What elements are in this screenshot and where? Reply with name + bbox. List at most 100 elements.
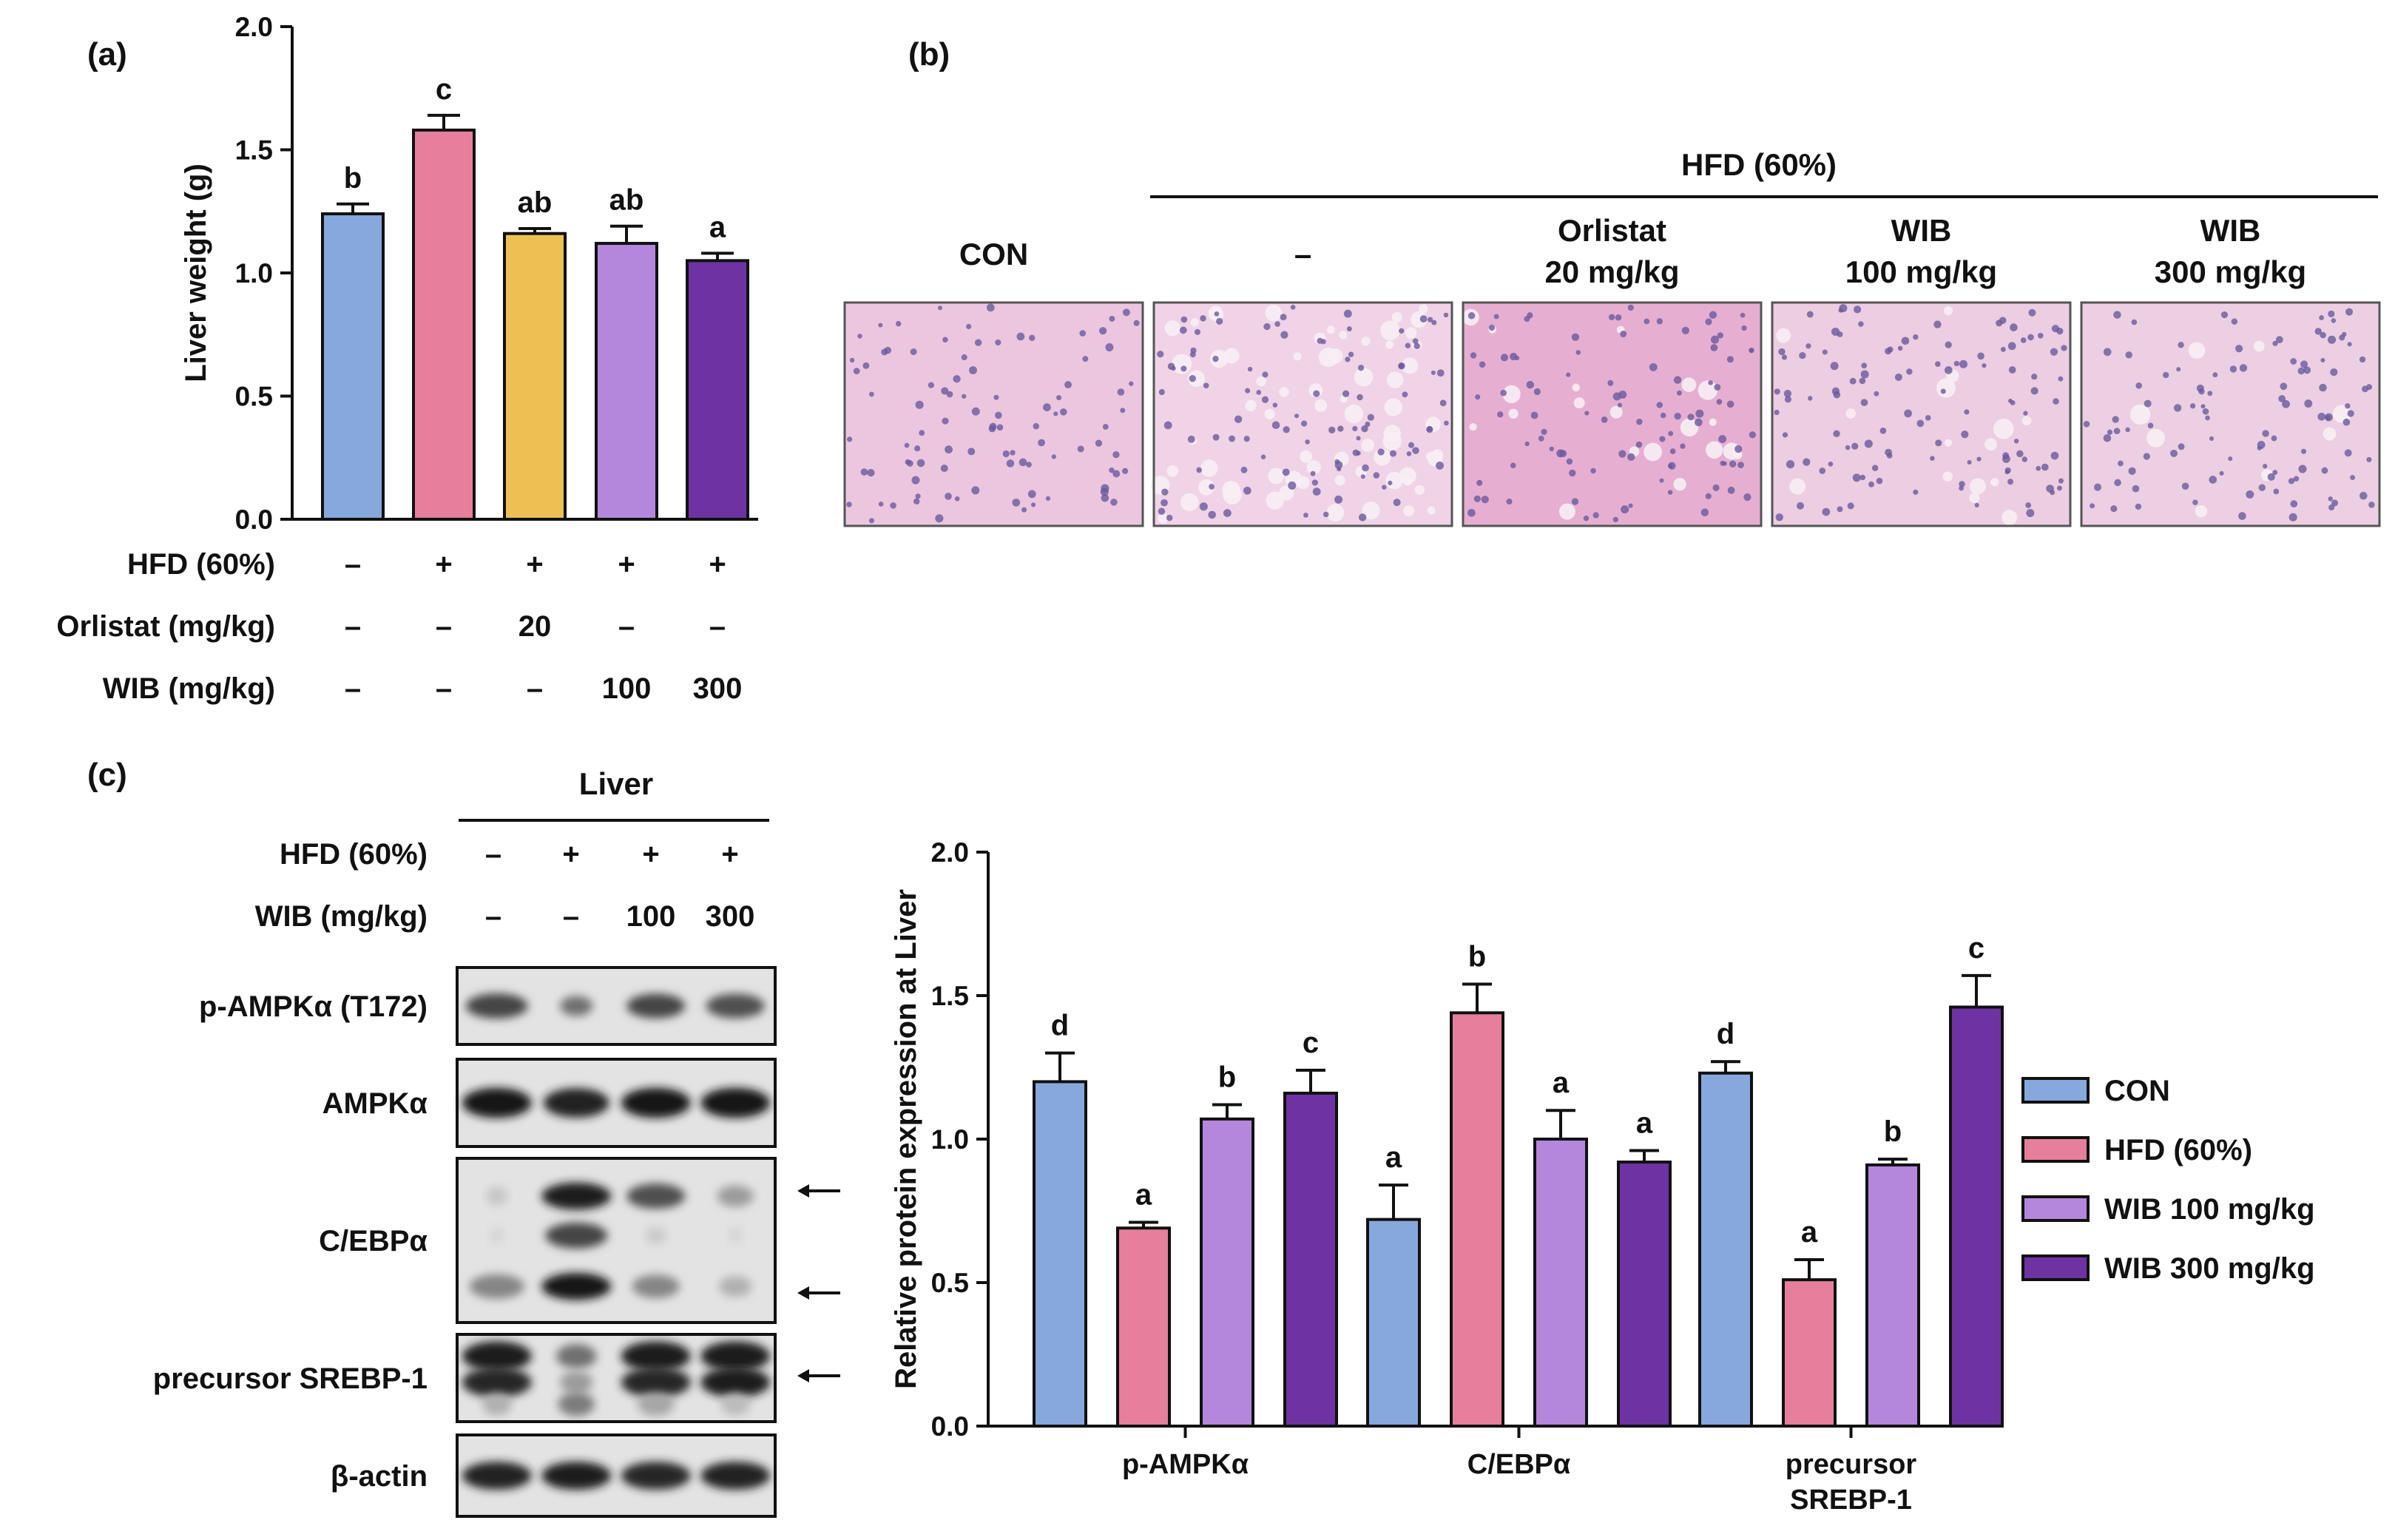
nucleus xyxy=(2209,476,2217,484)
nucleus xyxy=(1280,314,1287,321)
y-tick-label: 1.0 xyxy=(931,1124,969,1155)
lipid-vacuole xyxy=(2002,510,2018,526)
nucleus xyxy=(1467,312,1476,320)
lipid-vacuole xyxy=(1573,397,1585,409)
nucleus xyxy=(1774,388,1780,395)
nucleus xyxy=(2366,456,2372,462)
nucleus xyxy=(1262,371,1269,378)
lipid-vacuole xyxy=(2146,428,2165,448)
y-tick-label: 0.5 xyxy=(931,1268,969,1298)
nucleus xyxy=(2228,456,2233,462)
nucleus xyxy=(1830,362,1839,371)
nucleus xyxy=(2330,368,2338,376)
nucleus xyxy=(1405,342,1411,348)
lipid-vacuole xyxy=(1609,405,1623,419)
nucleus xyxy=(1852,473,1861,482)
blot-frame xyxy=(456,966,777,1046)
nucleus xyxy=(1976,456,1982,462)
nucleus xyxy=(2008,366,2016,374)
lipid-vacuole xyxy=(1706,441,1723,459)
nucleus xyxy=(1337,467,1342,472)
nucleus xyxy=(1530,411,1538,419)
nucleus xyxy=(1027,490,1036,499)
arrow-icon xyxy=(797,1184,840,1198)
lipid-vacuole xyxy=(2021,416,2032,426)
lipid-vacuole xyxy=(1644,442,1662,462)
nucleus xyxy=(914,445,921,452)
nucleus xyxy=(2350,475,2356,481)
nucleus xyxy=(1263,322,1271,331)
nucleus xyxy=(1847,502,1854,510)
nucleus xyxy=(1045,496,1051,501)
lipid-vacuole xyxy=(1845,408,1857,419)
lipid-vacuole xyxy=(1385,340,1394,349)
nucleus xyxy=(1352,425,1358,432)
nucleus xyxy=(2170,449,2178,457)
lipid-vacuole xyxy=(1166,465,1179,477)
nucleus xyxy=(2327,335,2337,344)
protein-band xyxy=(717,1185,754,1207)
significance-letter: d xyxy=(1717,1018,1734,1050)
nucleus xyxy=(1209,484,1215,490)
histology-image xyxy=(2080,301,2381,527)
nucleus xyxy=(1627,304,1634,311)
nucleus xyxy=(1805,343,1811,349)
nucleus xyxy=(1510,462,1516,469)
lipid-vacuole xyxy=(1245,399,1257,412)
lipid-vacuole xyxy=(1172,354,1192,374)
nucleus xyxy=(915,400,924,409)
nucleus xyxy=(1861,362,1868,369)
lipid-vacuole xyxy=(1698,380,1718,400)
nucleus xyxy=(2238,512,2246,520)
western-lane-cell: 100 xyxy=(626,900,676,933)
nucleus xyxy=(1158,389,1165,396)
nucleus xyxy=(1833,391,1841,399)
blot-frame xyxy=(456,1333,777,1423)
lipid-vacuole xyxy=(1386,371,1404,388)
nucleus xyxy=(1196,467,1202,473)
lipid-vacuole xyxy=(1306,460,1321,475)
nucleus xyxy=(1122,308,1130,317)
lipid-vacuole xyxy=(1164,320,1180,337)
nucleus xyxy=(1129,381,1134,386)
nucleus xyxy=(1305,439,1310,445)
nucleus xyxy=(1953,360,1960,367)
nucleus xyxy=(2273,488,2280,495)
treatment-row-label: HFD (60%) xyxy=(127,548,275,581)
bar xyxy=(412,128,476,521)
nucleus xyxy=(1161,488,1169,496)
nucleus xyxy=(1860,399,1868,407)
lipid-vacuole xyxy=(1405,327,1417,339)
nucleus xyxy=(2303,366,2311,374)
nucleus xyxy=(1726,400,1734,408)
protein-band xyxy=(700,1367,771,1398)
nucleus xyxy=(2262,430,2269,437)
lipid-vacuole xyxy=(1558,503,1575,520)
significance-letter: c xyxy=(1303,1027,1319,1059)
western-row-label: WIB (mg/kg) xyxy=(255,900,428,933)
lipid-vacuole xyxy=(1223,348,1240,364)
nucleus xyxy=(868,518,875,524)
nucleus xyxy=(1187,435,1195,443)
lipid-vacuole xyxy=(1508,408,1519,419)
nucleus xyxy=(1668,430,1674,436)
lipid-vacuole xyxy=(1403,505,1415,517)
nucleus xyxy=(1778,348,1786,356)
protein-band xyxy=(462,1087,532,1118)
lipid-vacuole xyxy=(1431,449,1444,461)
nucleus xyxy=(890,502,896,509)
nucleus xyxy=(1618,450,1626,458)
nucleus xyxy=(1743,493,1752,501)
tissue-background xyxy=(845,303,1143,526)
nucleus xyxy=(942,337,948,343)
lipid-vacuole xyxy=(1969,492,1980,503)
arrow-icon xyxy=(797,1369,840,1382)
treatment-cell: + xyxy=(618,548,635,581)
protein-band xyxy=(621,1341,691,1371)
nucleus xyxy=(2007,398,2013,404)
lipid-vacuole xyxy=(1256,376,1266,387)
protein-band xyxy=(541,1272,612,1300)
nucleus xyxy=(1887,346,1894,353)
nucleus xyxy=(1493,314,1499,320)
nucleus xyxy=(1608,314,1615,321)
